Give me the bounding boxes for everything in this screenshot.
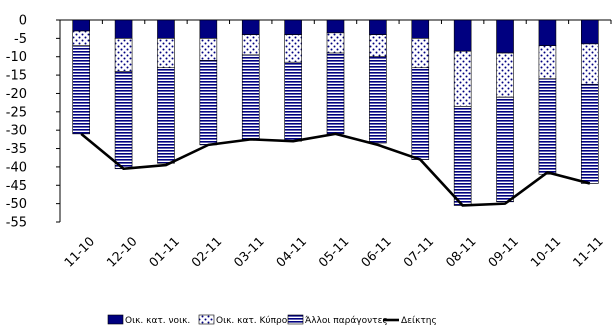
bar-segment [72,30,90,47]
bar-segment [453,106,472,206]
y-tick-label: -35 [6,142,27,157]
legend-swatch [198,314,215,325]
bar-segment [199,19,218,39]
bar-segment [326,32,345,54]
bar-segment [369,56,387,144]
bar-segment [411,38,430,69]
y-tick-label: -5 [14,32,27,47]
bar-segment [538,78,557,175]
x-tick-label: 11-11 [570,234,606,270]
bar-segment [114,38,133,72]
y-tick-label: -55 [6,216,27,231]
bar-segment [284,34,302,63]
y-tick-label: -30 [6,124,27,139]
bar-segment [157,67,175,164]
bar-segment [538,19,557,47]
index-series-line [80,132,591,207]
bar-segment [369,34,387,58]
axes: 0 -5 -10 -15 -20 -25 -30 -35 -40 -45 -50 -55 [6,14,612,231]
bar-segment [157,38,175,69]
bar-segment [241,19,260,35]
x-tick-label: 12-10 [103,233,139,269]
x-tick-label: 08-11 [442,234,478,270]
bars [72,19,599,206]
bar-segment [72,45,90,135]
index-line [80,132,591,207]
y-tick-label: 0 [19,14,27,29]
bar-segment [326,52,345,135]
y-tick-label: -25 [6,105,27,120]
bar-segment [241,34,260,56]
legend-swatch [287,314,304,325]
bar-segment [453,19,472,52]
bar-segment [581,19,599,45]
bar-segment [72,19,90,32]
legend-label: Δείκτης [401,316,437,326]
bar-segment [496,19,514,54]
x-tick-label: 10-11 [527,234,563,270]
x-tick-label: 02-11 [188,234,224,270]
x-tick-label: 01-11 [146,234,182,270]
legend: Οικ. κατ. νοικ. Οικ. κατ. Κύπρου Άλλοι παρ… [107,314,437,326]
bar-segment [326,19,345,34]
bar-segment [453,50,472,107]
x-tick-label: 06-11 [358,234,394,270]
bar-segment [284,61,302,142]
x-tick-label: 03-11 [231,234,267,270]
bar-segment [369,19,387,35]
bar-segment [496,96,514,203]
y-tick-label: -45 [6,179,27,194]
bar-segment [157,19,175,39]
bar-segment [496,52,514,98]
y-tick-label: -50 [6,197,27,212]
bar-segment [114,19,133,39]
x-tick-label: 11-10 [61,233,97,269]
x-tick-label: 04-11 [273,234,309,270]
bar-segment [284,19,302,35]
legend-label: Άλλοι παράγοντες [305,316,388,326]
bar-segment [241,54,260,140]
y-tick-label: -40 [6,160,27,175]
bar-segment [581,83,599,184]
x-tick-label: 09-11 [485,234,521,270]
bar-segment [411,67,430,160]
x-tick-labels: 11-10 12-10 01-11 02-11 03-11 04-11 05-11 06-11… [61,233,606,269]
y-tick-label: -10 [6,50,27,65]
bar-segment [199,38,218,61]
x-tick-label: 07-11 [400,234,436,270]
bar-segment [538,45,557,80]
legend-label: Οικ. κατ. νοικ. [125,316,190,326]
bar-segment [581,43,599,85]
bar-segment [411,19,430,39]
y-tick-label: -15 [6,69,27,84]
bar-segment [114,71,133,170]
legend-label: Οικ. κατ. Κύπρου [216,315,293,326]
y-tick-label: -20 [6,87,27,102]
x-tick-label: 05-11 [315,234,351,270]
legend-swatch [107,314,124,325]
bar-segment [199,60,218,146]
